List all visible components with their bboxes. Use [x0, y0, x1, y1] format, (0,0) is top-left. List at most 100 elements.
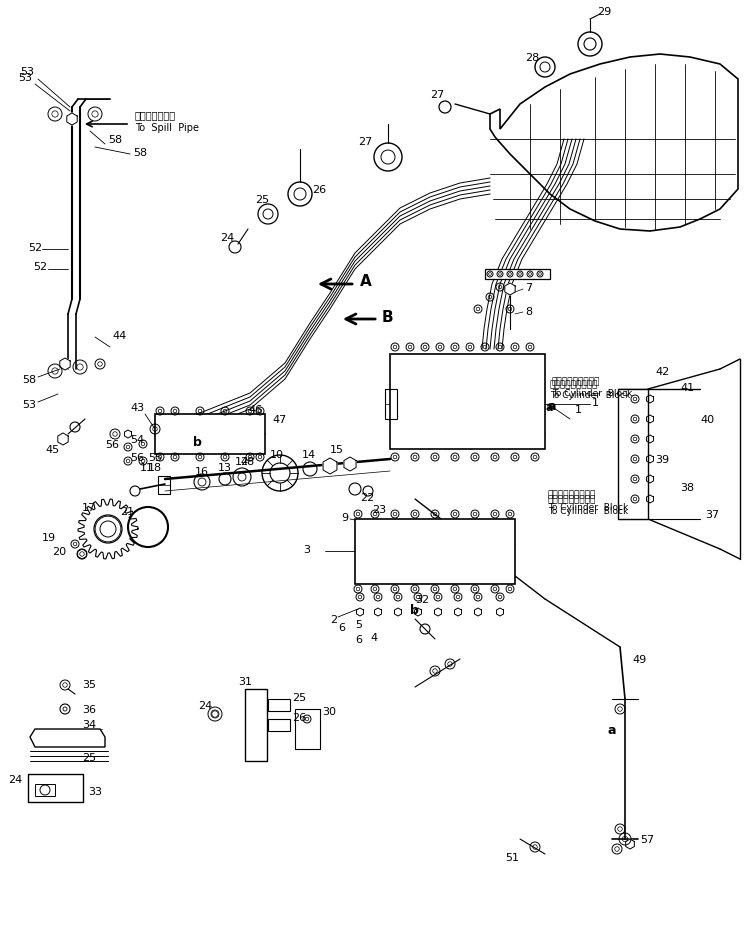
Text: B: B: [382, 309, 394, 324]
Text: 35: 35: [82, 679, 96, 690]
Text: 39: 39: [655, 455, 669, 465]
Text: 26: 26: [312, 185, 326, 195]
Polygon shape: [646, 395, 653, 404]
Text: 57: 57: [640, 834, 654, 844]
Text: 13: 13: [218, 462, 232, 472]
Polygon shape: [496, 609, 503, 616]
Text: 55: 55: [148, 453, 162, 462]
Text: b: b: [410, 603, 419, 616]
Text: 56: 56: [130, 453, 144, 462]
Polygon shape: [58, 433, 68, 445]
Text: 36: 36: [82, 704, 96, 715]
Polygon shape: [78, 549, 86, 560]
Text: 17: 17: [82, 502, 96, 512]
Text: To Cylinder  Block: To Cylinder Block: [548, 506, 628, 515]
Polygon shape: [374, 609, 382, 616]
Bar: [28, 774, 83, 802]
Polygon shape: [646, 456, 653, 463]
Bar: [245, 690, 267, 761]
Polygon shape: [124, 431, 131, 439]
Text: 7: 7: [525, 283, 532, 292]
Polygon shape: [356, 609, 364, 616]
Text: 27: 27: [430, 90, 444, 100]
Text: 2: 2: [330, 614, 338, 625]
Polygon shape: [434, 609, 442, 616]
Polygon shape: [344, 458, 356, 471]
Text: 53: 53: [20, 67, 34, 77]
Text: 9: 9: [340, 512, 348, 522]
Text: 21: 21: [120, 507, 134, 517]
Text: 28: 28: [525, 53, 539, 63]
Bar: [155, 415, 265, 455]
Text: 6: 6: [338, 623, 345, 632]
Text: 25: 25: [292, 692, 306, 702]
Text: 24: 24: [8, 774, 22, 784]
Text: 11: 11: [140, 462, 154, 472]
Polygon shape: [415, 609, 422, 616]
Bar: [390, 354, 545, 449]
Text: a: a: [608, 723, 616, 736]
Text: 58: 58: [133, 148, 147, 158]
Text: 33: 33: [88, 786, 102, 796]
Text: b: b: [193, 435, 202, 448]
Bar: [268, 719, 290, 731]
Text: 52: 52: [33, 262, 47, 272]
Text: 53: 53: [18, 73, 32, 83]
Text: 3: 3: [303, 545, 310, 554]
Text: To Cylinder  Block: To Cylinder Block: [552, 389, 632, 398]
Polygon shape: [475, 609, 482, 616]
Text: a: a: [545, 403, 553, 413]
Text: 41: 41: [680, 382, 694, 393]
Polygon shape: [505, 284, 515, 296]
Text: 54: 54: [130, 434, 144, 445]
Text: シリンダブロックへ: シリンダブロックへ: [548, 490, 596, 499]
Text: 19: 19: [42, 533, 56, 542]
Text: 40: 40: [700, 415, 714, 424]
Text: 49: 49: [632, 654, 646, 664]
Text: 8: 8: [525, 306, 532, 316]
Polygon shape: [67, 114, 77, 126]
Text: 10: 10: [270, 449, 284, 459]
Text: 24: 24: [220, 233, 234, 243]
Text: 27: 27: [358, 136, 372, 147]
Text: 48: 48: [240, 457, 254, 467]
Text: 37: 37: [705, 509, 719, 520]
Text: 26: 26: [292, 712, 306, 722]
Text: 5: 5: [355, 619, 362, 629]
Text: 4: 4: [370, 632, 377, 642]
Text: 1: 1: [592, 397, 599, 407]
Polygon shape: [394, 609, 401, 616]
Text: スピルパイプへ: スピルパイプへ: [135, 110, 176, 120]
Text: 15: 15: [330, 445, 344, 455]
Text: シリンダブロックへ: シリンダブロックへ: [552, 377, 600, 386]
Text: 22: 22: [360, 493, 374, 502]
Bar: [35, 784, 55, 796]
Text: 1: 1: [575, 405, 582, 415]
Polygon shape: [646, 416, 653, 423]
Text: 12: 12: [235, 457, 249, 467]
Text: 43: 43: [130, 403, 144, 413]
Text: 44: 44: [112, 330, 126, 341]
Text: 24: 24: [198, 701, 212, 710]
Polygon shape: [646, 475, 653, 483]
Text: 52: 52: [28, 243, 42, 252]
Bar: [385, 390, 397, 419]
Text: 34: 34: [82, 719, 96, 729]
Text: シリンダブロックへ: シリンダブロックへ: [550, 380, 598, 389]
Text: 16: 16: [195, 467, 209, 476]
Text: 38: 38: [680, 483, 694, 493]
Text: A: A: [360, 274, 372, 290]
Text: To Cylinder  Block: To Cylinder Block: [548, 502, 628, 511]
Text: 31: 31: [238, 677, 252, 687]
Bar: [295, 709, 320, 749]
Bar: [485, 270, 550, 279]
Polygon shape: [626, 839, 634, 849]
Text: 20: 20: [52, 547, 66, 557]
Text: 45: 45: [45, 445, 59, 455]
Bar: [158, 476, 170, 495]
Text: 58: 58: [108, 135, 122, 145]
Polygon shape: [454, 609, 461, 616]
Text: 18: 18: [148, 462, 162, 472]
Text: 42: 42: [655, 367, 669, 377]
Polygon shape: [646, 496, 653, 504]
